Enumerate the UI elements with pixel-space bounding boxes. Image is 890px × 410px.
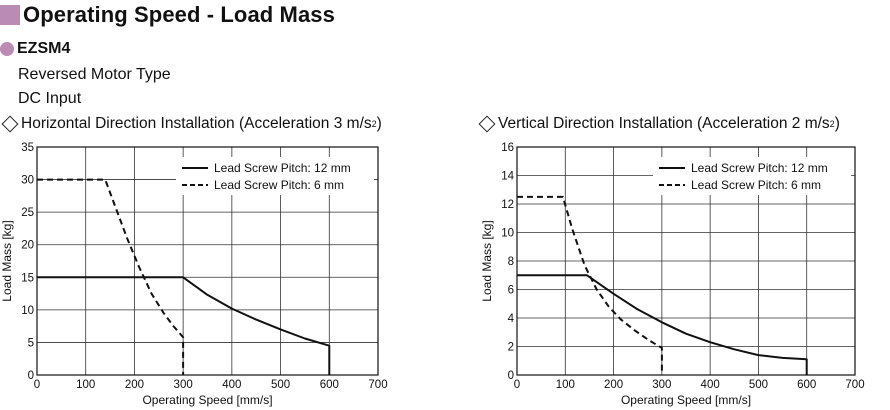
y-tick-label: 5 [28,337,34,349]
section-header: Operating Speed - Load Mass [0,0,335,30]
plot-frame [516,146,856,376]
y-axis-label: Load Mass [kg] [480,220,494,301]
y-axis-label: Load Mass [kg] [0,220,14,301]
chart-title-text: Vertical Direction Installation (Acceler… [498,115,830,132]
x-axis-label: Operating Speed [mm/s] [142,393,272,407]
x-tick-label: 400 [222,379,241,391]
x-tick-label: 600 [797,379,816,391]
x-tick-label: 200 [604,379,623,391]
y-tick-label: 25 [21,207,34,219]
chart-title-end: ) [376,115,382,132]
y-tick-label: 15 [21,272,34,284]
chart-horizontal: 0 100 200 300 400 500 600 700 0 5 10 15 20 25 30 35 Oper… [0,142,388,407]
product-input: DC Input [18,90,82,107]
chart-title-horizontal: Horizontal Direction Installation (Accel… [0,115,382,133]
x-tick-label: 500 [749,379,768,391]
x-tick-label: 100 [556,379,575,391]
page-title: Operating Speed - Load Mass [23,2,335,27]
legend-box [653,157,851,195]
y-tick-label: 10 [21,305,34,317]
x-tick-label: 0 [34,379,40,391]
series-line-12mm [37,276,331,375]
x-tick-label: 500 [271,379,290,391]
diamond-icon [478,115,496,133]
series-line-12mm [517,274,808,375]
chart-title-end: ) [834,115,840,132]
y-tick-label: 35 [21,142,34,154]
plot-frame [36,146,379,376]
y-tick-label: 2 [508,342,514,354]
y-tick-label: 14 [501,171,514,183]
series-line-6mm [517,195,663,375]
y-tick-label: 4 [508,313,515,325]
x-tick-label: 300 [652,379,671,391]
x-tick-label: 700 [368,379,387,391]
chart-title-sup: 2 [371,119,377,129]
x-axis-label: Operating Speed [mm/s] [621,393,751,407]
y-tick-label: 30 [21,175,34,187]
y-tick-label: 8 [508,256,514,268]
chart-title-sup: 2 [829,119,835,129]
y-tick-label: 0 [28,370,34,382]
y-tick-label: 0 [508,370,514,382]
x-tick-label: 0 [514,379,520,391]
header-square-icon [0,5,20,25]
y-tick-label: 6 [508,285,514,297]
x-tick-label: 300 [174,379,193,391]
chart-vertical: 0 100 200 300 400 500 600 700 0 2 4 6 8 10 12 14 16 Opera… [480,142,865,407]
legend-label: Lead Screw Pitch: 12 mm [691,161,828,175]
y-tick-label: 20 [21,240,34,252]
x-tick-label: 100 [76,379,95,391]
diamond-icon [1,115,19,133]
product-name: EZSM4 [17,40,71,57]
x-tick-label: 600 [320,379,339,391]
x-tick-label: 400 [701,379,720,391]
legend-label: Lead Screw Pitch: 6 mm [691,178,821,192]
y-tick-label: 16 [501,142,514,154]
x-tick-label: 700 [845,379,864,391]
legend-label: Lead Screw Pitch: 12 mm [214,161,351,175]
chart-title-vertical: Vertical Direction Installation (Acceler… [477,115,840,133]
bullet-dot-icon [0,42,14,56]
chart-title-text: Horizontal Direction Installation (Accel… [21,115,372,132]
product-heading: EZSM4 [0,40,70,58]
product-type: Reversed Motor Type [18,66,171,83]
legend-box [176,157,374,195]
y-tick-label: 12 [501,199,514,211]
legend-label: Lead Screw Pitch: 6 mm [214,178,344,192]
x-tick-label: 200 [125,379,144,391]
y-tick-label: 10 [501,228,514,240]
series-line-6mm [37,178,185,375]
